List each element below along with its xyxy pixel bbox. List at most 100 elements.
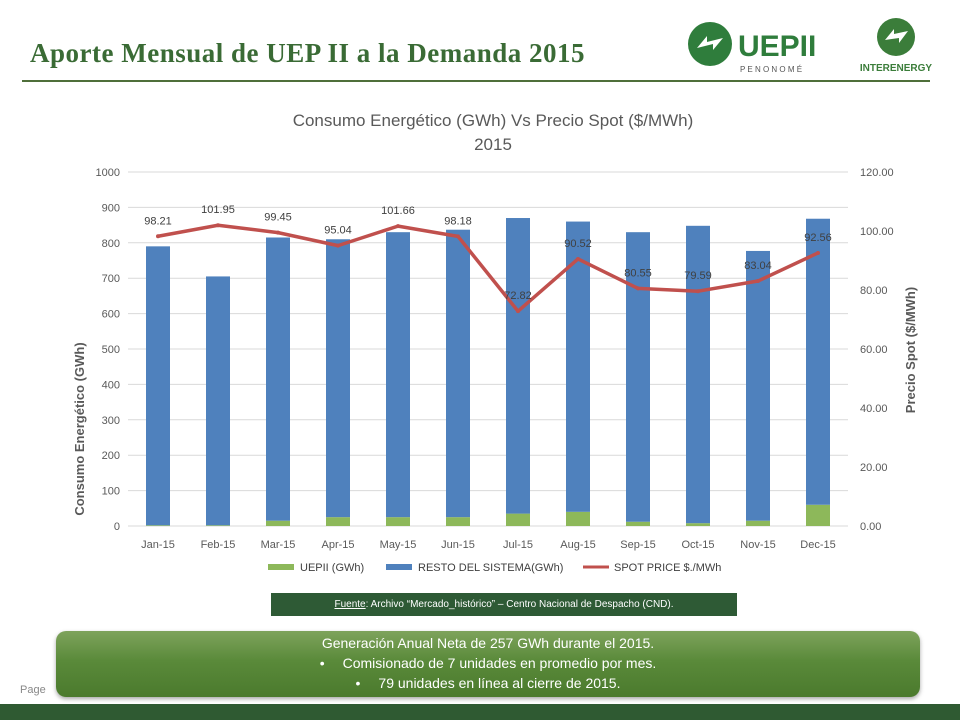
uep-logo-text: UEPII bbox=[738, 30, 816, 63]
spot-price-point bbox=[516, 309, 520, 314]
y-tick-label: 700 bbox=[102, 273, 120, 285]
spot-price-point bbox=[816, 250, 820, 255]
spot-price-point bbox=[636, 286, 640, 291]
bar-resto bbox=[686, 225, 710, 524]
uep-logo: UEPII P E N O N O M É bbox=[688, 22, 816, 74]
y2-tick-label: 40.00 bbox=[860, 403, 888, 415]
spot-price-label: 72.82 bbox=[504, 290, 532, 302]
spot-price-label: 83.04 bbox=[744, 260, 772, 272]
y-tick-label: 200 bbox=[102, 450, 120, 462]
axes: 0 100 200 300 400 500 600 700 800 900 1000 0.00 20.0… bbox=[96, 167, 894, 551]
spot-price-label: 101.95 bbox=[201, 204, 235, 216]
bar-resto bbox=[266, 237, 290, 521]
x-tick-label: Aug-15 bbox=[560, 539, 595, 551]
y2-tick-label: 0.00 bbox=[860, 521, 881, 533]
spot-price-label: 98.21 bbox=[144, 215, 172, 227]
footer-bar bbox=[0, 704, 960, 720]
source-text: : Archivo “Mercado_histórico” – Centro N… bbox=[365, 599, 674, 610]
bar-uepii bbox=[566, 511, 590, 526]
chart-title: Consumo Energético (GWh) Vs Precio Spot … bbox=[293, 111, 694, 130]
bar-uepii bbox=[506, 513, 530, 526]
bar-resto bbox=[146, 246, 170, 526]
spot-price-point bbox=[696, 289, 700, 294]
interenergy-logo: INTERENERGY bbox=[860, 18, 933, 74]
y-tick-label: 1000 bbox=[96, 167, 120, 179]
bar-uepii bbox=[746, 520, 770, 526]
y-tick-label: 600 bbox=[102, 309, 120, 321]
bars bbox=[146, 218, 830, 526]
bar-uepii bbox=[446, 517, 470, 526]
bar-resto bbox=[326, 239, 350, 518]
summary-line-1: Generación Anual Neta de 257 GWh durante… bbox=[321, 635, 655, 651]
y2-tick-label: 20.00 bbox=[860, 462, 888, 474]
source-label: Fuente bbox=[334, 599, 366, 610]
page-label: Page bbox=[20, 684, 46, 696]
page-title: Aporte Mensual de UEP II a la Demanda 20… bbox=[30, 38, 586, 68]
bar-resto bbox=[746, 250, 770, 521]
legend-swatch-uepii bbox=[268, 564, 294, 570]
bar-uepii bbox=[686, 523, 710, 526]
gridlines bbox=[128, 171, 848, 527]
interenergy-logo-arrow bbox=[885, 29, 908, 43]
y2-tick-label: 100.00 bbox=[860, 226, 894, 238]
bar-resto bbox=[446, 229, 470, 518]
spot-price-label: 95.04 bbox=[324, 225, 352, 237]
summary-panel: Generación Anual Neta de 257 GWh durante… bbox=[56, 631, 920, 697]
y2-axis-label: Precio Spot ($/MWh) bbox=[903, 287, 918, 413]
bar-resto bbox=[626, 232, 650, 522]
bar-uepii bbox=[146, 525, 170, 526]
bullet-icon: • bbox=[319, 655, 325, 671]
spot-price-label: 79.59 bbox=[684, 270, 712, 282]
y-tick-label: 900 bbox=[102, 202, 120, 214]
spot-price-point bbox=[456, 234, 460, 239]
y-tick-label: 400 bbox=[102, 379, 120, 391]
bar-resto bbox=[806, 218, 830, 505]
bar-resto bbox=[506, 218, 530, 514]
bar-uepii bbox=[626, 521, 650, 526]
spot-price-line: 98.21 101.95 99.45 95.04 101.66 98.18 72.82 90.… bbox=[144, 204, 832, 314]
legend: UEPII (GWh) RESTO DEL SISTEMA(GWh) SPOT PR… bbox=[268, 562, 721, 574]
y2-tick-label: 120.00 bbox=[860, 167, 894, 179]
bar-uepii bbox=[266, 520, 290, 526]
x-tick-label: May-15 bbox=[380, 539, 417, 551]
spot-price-label: 101.66 bbox=[381, 205, 415, 217]
spot-price-label: 98.18 bbox=[444, 215, 472, 227]
y-tick-label: 500 bbox=[102, 344, 120, 356]
y2-tick-label: 60.00 bbox=[860, 344, 888, 356]
summary-line-3: • 79 unidades en línea al cierre de 2015. bbox=[56, 673, 920, 693]
legend-label-resto: RESTO DEL SISTEMA(GWh) bbox=[418, 562, 563, 574]
spot-price-label: 92.56 bbox=[804, 232, 832, 244]
spot-price-point bbox=[396, 224, 400, 229]
spot-price-point bbox=[576, 256, 580, 261]
uep-logo-subtext: P E N O N O M É bbox=[740, 65, 802, 74]
x-tick-label: Jul-15 bbox=[503, 539, 533, 551]
x-tick-label: Mar-15 bbox=[261, 539, 296, 551]
source-note: Fuente: Archivo “Mercado_histórico” – Ce… bbox=[271, 593, 737, 616]
bar-uepii bbox=[386, 517, 410, 526]
x-tick-label: Dec-15 bbox=[800, 539, 835, 551]
interenergy-logo-text: INTERENERGY bbox=[860, 63, 933, 74]
x-tick-label: Jun-15 bbox=[441, 539, 475, 551]
spot-price-label: 99.45 bbox=[264, 212, 292, 224]
bar-resto bbox=[386, 232, 410, 518]
x-tick-label: Apr-15 bbox=[321, 539, 354, 551]
bar-uepii bbox=[206, 525, 230, 526]
bar-resto bbox=[566, 221, 590, 512]
bar-uepii bbox=[806, 504, 830, 526]
x-tick-label: Feb-15 bbox=[201, 539, 236, 551]
spot-price-point bbox=[216, 223, 220, 228]
spot-price-point bbox=[756, 279, 760, 284]
y2-tick-label: 80.00 bbox=[860, 285, 888, 297]
x-tick-label: Nov-15 bbox=[740, 539, 775, 551]
spot-price-label: 90.52 bbox=[564, 238, 592, 250]
y-tick-label: 100 bbox=[102, 486, 120, 498]
uep-logo-arrow bbox=[697, 36, 723, 50]
legend-label-uepii: UEPII (GWh) bbox=[300, 562, 364, 574]
spot-price-point bbox=[276, 230, 280, 235]
legend-label-spot: SPOT PRICE $./MWh bbox=[614, 562, 721, 574]
y-tick-label: 300 bbox=[102, 415, 120, 427]
summary-line-2-text: Comisionado de 7 unidades en promedio po… bbox=[342, 655, 657, 671]
y-axis-label: Consumo Energético (GWh) bbox=[72, 342, 87, 515]
spot-price-point bbox=[336, 243, 340, 248]
spot-price-point bbox=[156, 234, 160, 239]
